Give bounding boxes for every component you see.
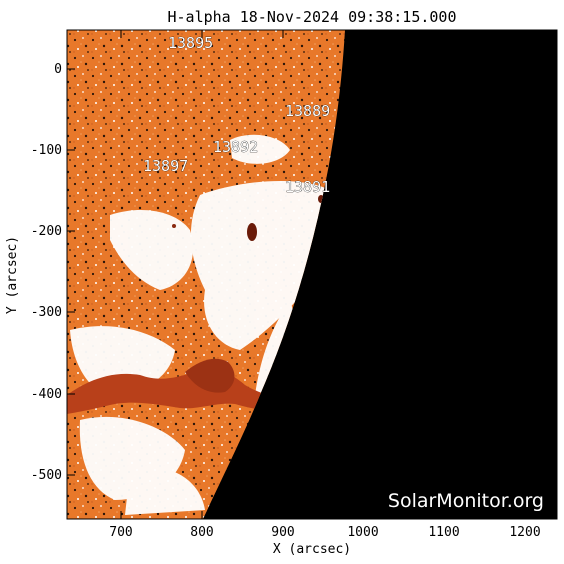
plot-frame <box>66 29 558 520</box>
solar-image: 13895 13889 13892 13897 13891 SolarMonit… <box>67 30 557 519</box>
ar-label: 13891 <box>285 178 330 196</box>
y-tick-label: 0 <box>54 62 62 77</box>
y-axis-ticks <box>67 68 557 476</box>
watermark: SolarMonitor.org <box>388 490 544 512</box>
y-tick-label: -100 <box>31 143 62 158</box>
y-tick-labels: 0 -100 -200 -300 -400 -500 <box>31 62 62 483</box>
x-tick-label: 700 <box>109 525 132 540</box>
ar-label: 13892 <box>213 138 258 156</box>
y-axis-label: Y (arcsec) <box>5 236 20 314</box>
y-tick-label: -200 <box>31 224 62 239</box>
ar-label: 13889 <box>285 102 330 120</box>
active-region-labels: 13895 13889 13892 13897 13891 <box>143 34 331 197</box>
solar-disk <box>67 30 345 519</box>
sunspot <box>247 223 257 241</box>
y-tick-label: -400 <box>31 387 62 402</box>
y-tick-label: -500 <box>31 468 62 483</box>
x-tick-label: 900 <box>271 525 294 540</box>
x-tick-labels: 700 800 900 1000 1100 1200 <box>109 525 540 540</box>
x-axis-ticks <box>120 30 526 519</box>
y-tick-label: -300 <box>31 305 62 320</box>
ar-label: 13895 <box>168 34 213 52</box>
x-tick-label: 800 <box>190 525 213 540</box>
x-tick-label: 1000 <box>347 525 378 540</box>
x-axis-label: X (arcsec) <box>273 542 351 557</box>
ar-label: 13897 <box>143 157 188 175</box>
sunspot-tiny <box>172 224 176 228</box>
x-tick-label: 1100 <box>428 525 459 540</box>
image-title: H-alpha 18-Nov-2024 09:38:15.000 <box>168 8 457 26</box>
filament <box>67 358 285 414</box>
x-tick-label: 1200 <box>509 525 540 540</box>
